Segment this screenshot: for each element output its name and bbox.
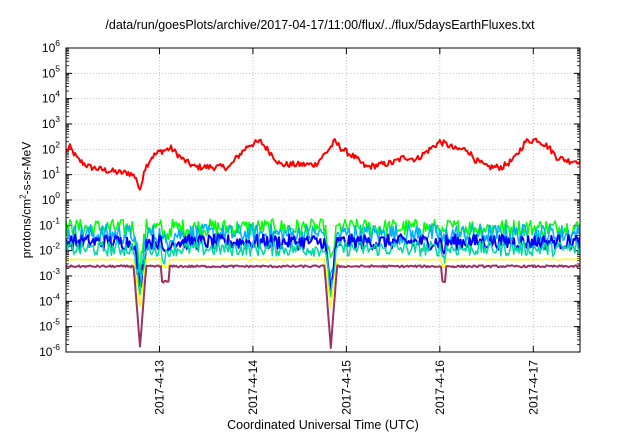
y-tick-label: 104 (42, 89, 60, 106)
x-tick-label: 2017-4-14 (246, 360, 260, 415)
y-tick-label: 10-1 (39, 215, 60, 232)
x-axis-label: Coordinated Universal Time (UTC) (227, 418, 419, 432)
y-tick-label: 10-3 (39, 266, 60, 283)
series-line-3 (66, 233, 580, 291)
y-tick-label: 10-4 (39, 291, 60, 308)
y-tick-label: 106 (42, 38, 60, 55)
x-tick-label: 2017-4-17 (526, 360, 540, 415)
series-line-4 (66, 240, 580, 298)
y-tick-label: 10-2 (39, 241, 60, 258)
y-tick-label: 105 (42, 63, 60, 80)
y-tick-label: 101 (42, 165, 60, 182)
y-tick-label: 10-6 (39, 342, 60, 359)
plot-frame (65, 47, 581, 353)
series-line-5 (66, 258, 580, 309)
x-tick-label: 2017-4-13 (152, 360, 166, 415)
series-line-6 (66, 264, 580, 349)
x-tick-label: 2017-4-15 (339, 360, 353, 415)
y-tick-label: 102 (42, 139, 60, 156)
x-tick-label: 2017-4-16 (433, 360, 447, 415)
y-tick-label: 10-5 (39, 317, 60, 334)
series-line-0 (66, 137, 580, 191)
y-tick-label: 103 (42, 114, 60, 131)
chart-title: /data/run/goesPlots/archive/2017-04-17/1… (105, 18, 535, 32)
series-line-2 (66, 223, 580, 288)
y-tick-label: 100 (42, 190, 60, 207)
